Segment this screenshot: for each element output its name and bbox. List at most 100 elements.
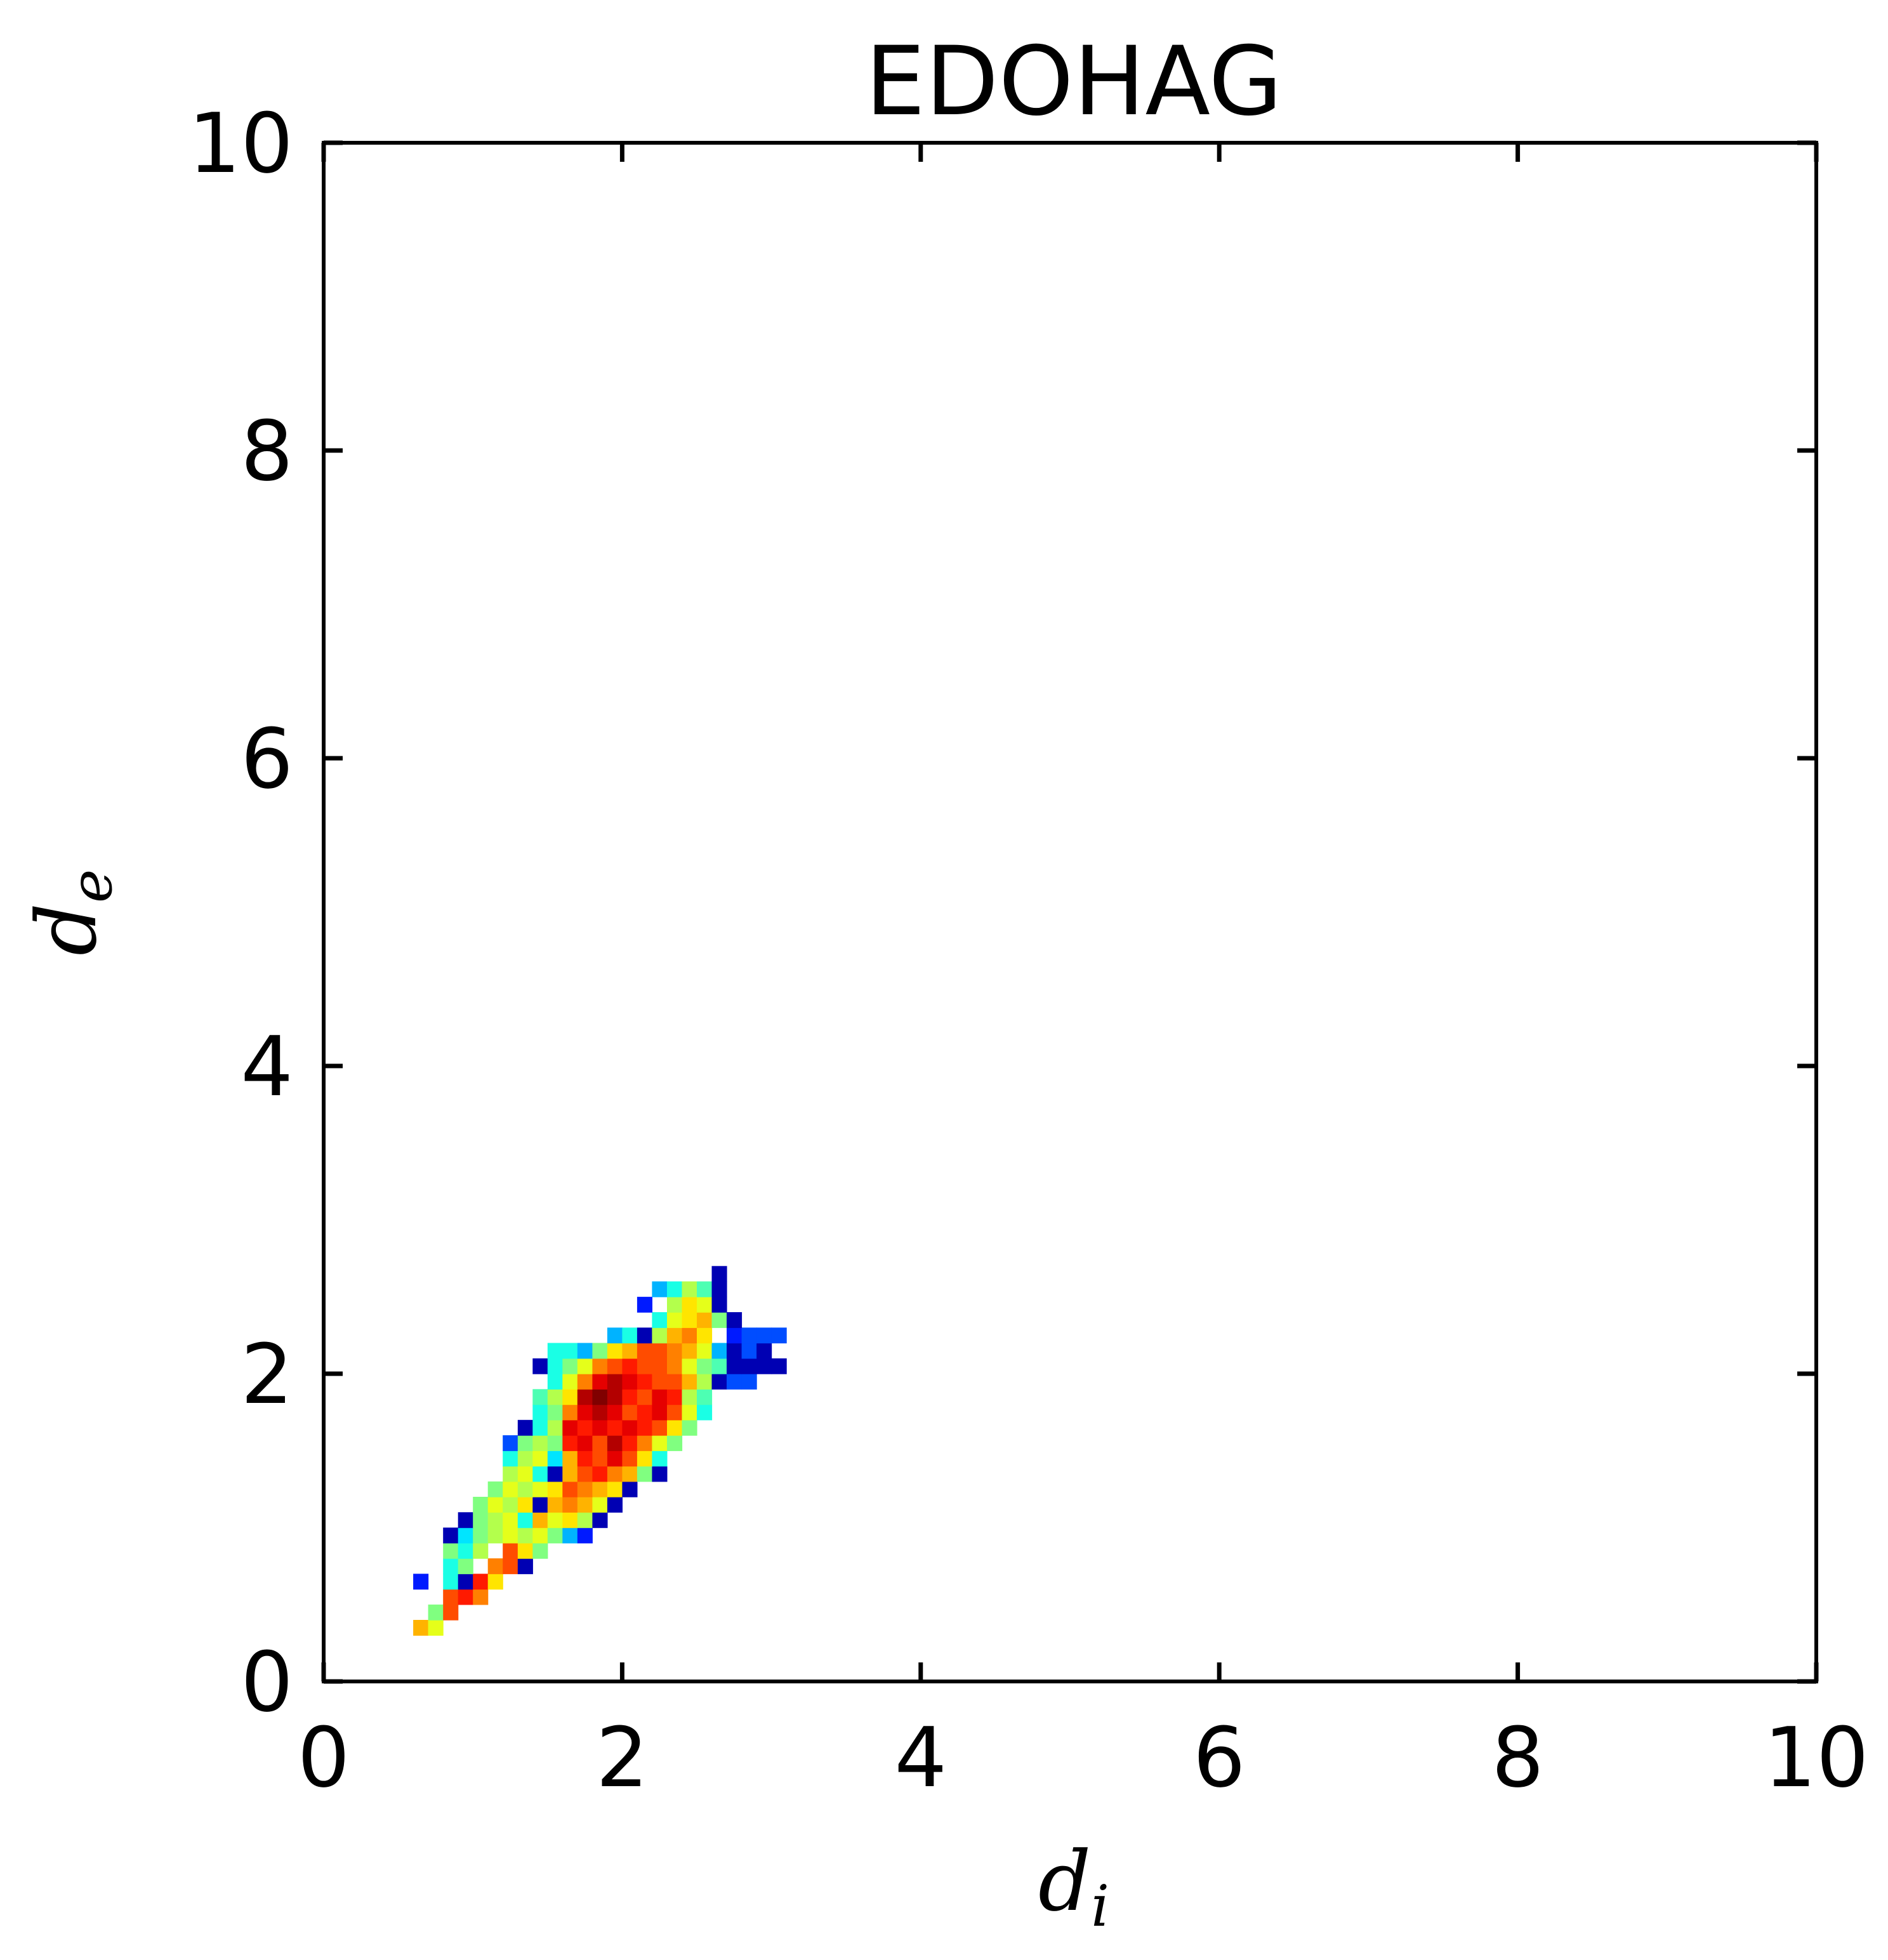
heatmap-cell [577, 1404, 593, 1421]
heatmap-cell [577, 1512, 593, 1529]
heatmap-cell [562, 1435, 578, 1451]
heatmap-cell [517, 1497, 533, 1513]
heatmap-cell [711, 1281, 727, 1298]
heatmap-cell [652, 1419, 668, 1436]
heatmap-cell [547, 1358, 563, 1374]
heatmap-cell [607, 1419, 623, 1436]
heatmap-cell [697, 1404, 713, 1421]
heatmap-cell [413, 1574, 429, 1590]
heatmap-cell [443, 1527, 459, 1544]
heatmap-cell [517, 1512, 533, 1529]
heatmap-cell [532, 1481, 548, 1497]
heatmap-cell [667, 1327, 683, 1344]
heatmap-cell [562, 1419, 578, 1436]
heatmap-cell [503, 1542, 518, 1559]
heatmap-cell [547, 1450, 563, 1467]
x-tick-label: 10 [1764, 1709, 1868, 1806]
heatmap-cell [517, 1450, 533, 1467]
heatmap-cell [473, 1497, 489, 1513]
heatmap-cell [622, 1435, 638, 1451]
heatmap-cell [622, 1327, 638, 1344]
heatmap-cell [637, 1374, 652, 1390]
y-tick-label: 0 [241, 1634, 293, 1730]
heatmap-cell [487, 1497, 503, 1513]
heatmap-cell [473, 1512, 489, 1529]
heatmap-cell [487, 1574, 503, 1590]
heatmap-cell [652, 1343, 668, 1359]
plot-frame [322, 141, 1818, 1683]
heatmap-cell [562, 1512, 578, 1529]
heatmap-cell [577, 1419, 593, 1436]
heatmap-cell [532, 1512, 548, 1529]
heatmap-cell [592, 1512, 608, 1529]
heatmap-cell [443, 1574, 459, 1590]
heatmap-cell [458, 1589, 473, 1605]
heatmap-cell [577, 1481, 593, 1497]
heatmap-cell [607, 1343, 623, 1359]
heatmap-cell [697, 1389, 713, 1405]
chart-title: EDOHAG [865, 27, 1282, 137]
heatmap-cell [547, 1389, 563, 1405]
heatmap-cell [577, 1358, 593, 1374]
heatmap-cell [711, 1312, 727, 1328]
heatmap-cell [607, 1450, 623, 1467]
y-tick-label: 2 [241, 1326, 293, 1423]
heatmap-cell [592, 1343, 608, 1359]
heatmap-cell [592, 1358, 608, 1374]
y-tick-labels: 0 2 4 6 8 10 [188, 95, 293, 1730]
heatmap-cell [697, 1358, 713, 1374]
heatmap-cell [607, 1497, 623, 1513]
heatmap-cell [667, 1419, 683, 1436]
heatmap-cell [637, 1389, 652, 1405]
heatmap-cell [711, 1296, 727, 1313]
heatmap-cell [637, 1466, 652, 1482]
heatmap-cell [667, 1435, 683, 1451]
heatmap-cell [532, 1419, 548, 1436]
heatmap-cell [547, 1374, 563, 1390]
heatmap-cell [667, 1281, 683, 1298]
heatmap-cell [517, 1435, 533, 1451]
heatmap-cell [547, 1404, 563, 1421]
heatmap-cell [607, 1389, 623, 1405]
heatmap-cell [607, 1466, 623, 1482]
heatmap-cells [413, 1266, 787, 1636]
heatmap-cell [503, 1435, 518, 1451]
heatmap-cell [532, 1497, 548, 1513]
heatmap-cell [682, 1389, 697, 1405]
y-tick-label: 10 [188, 95, 293, 192]
heatmap-cell [741, 1343, 757, 1359]
heatmap-cell [682, 1374, 697, 1390]
heatmap-cell [562, 1497, 578, 1513]
heatmap-cell [607, 1374, 623, 1390]
heatmap-cell [592, 1466, 608, 1482]
heatmap-cell [771, 1327, 787, 1344]
heatmap-cell [592, 1404, 608, 1421]
heatmap-cell [428, 1620, 444, 1636]
heatmap-cell [458, 1512, 473, 1529]
heatmap-cell [682, 1404, 697, 1421]
heatmap-cell [517, 1419, 533, 1436]
heatmap-cell [592, 1450, 608, 1467]
heatmap-cell [532, 1466, 548, 1482]
heatmap-cell [532, 1542, 548, 1559]
heatmap-cell [562, 1358, 578, 1374]
heatmap-cell [592, 1435, 608, 1451]
heatmap-cell [503, 1481, 518, 1497]
heatmap-cell [622, 1404, 638, 1421]
heatmap-cell [577, 1435, 593, 1451]
heatmap-cell [547, 1497, 563, 1513]
heatmap-cell [667, 1312, 683, 1328]
y-axis-label: de [18, 869, 125, 956]
heatmap-cell [637, 1343, 652, 1359]
heatmap-cell [711, 1358, 727, 1374]
heatmap-cell [577, 1450, 593, 1467]
heatmap-cell [413, 1620, 429, 1636]
heatmap-cell [592, 1497, 608, 1513]
heatmap-cell [607, 1358, 623, 1374]
heatmap-cell [517, 1481, 533, 1497]
heatmap-cell [503, 1497, 518, 1513]
x-tick-label: 6 [1193, 1709, 1246, 1806]
heatmap-cell [652, 1404, 668, 1421]
heatmap-cell [443, 1542, 459, 1559]
heatmap-cell [637, 1419, 652, 1436]
